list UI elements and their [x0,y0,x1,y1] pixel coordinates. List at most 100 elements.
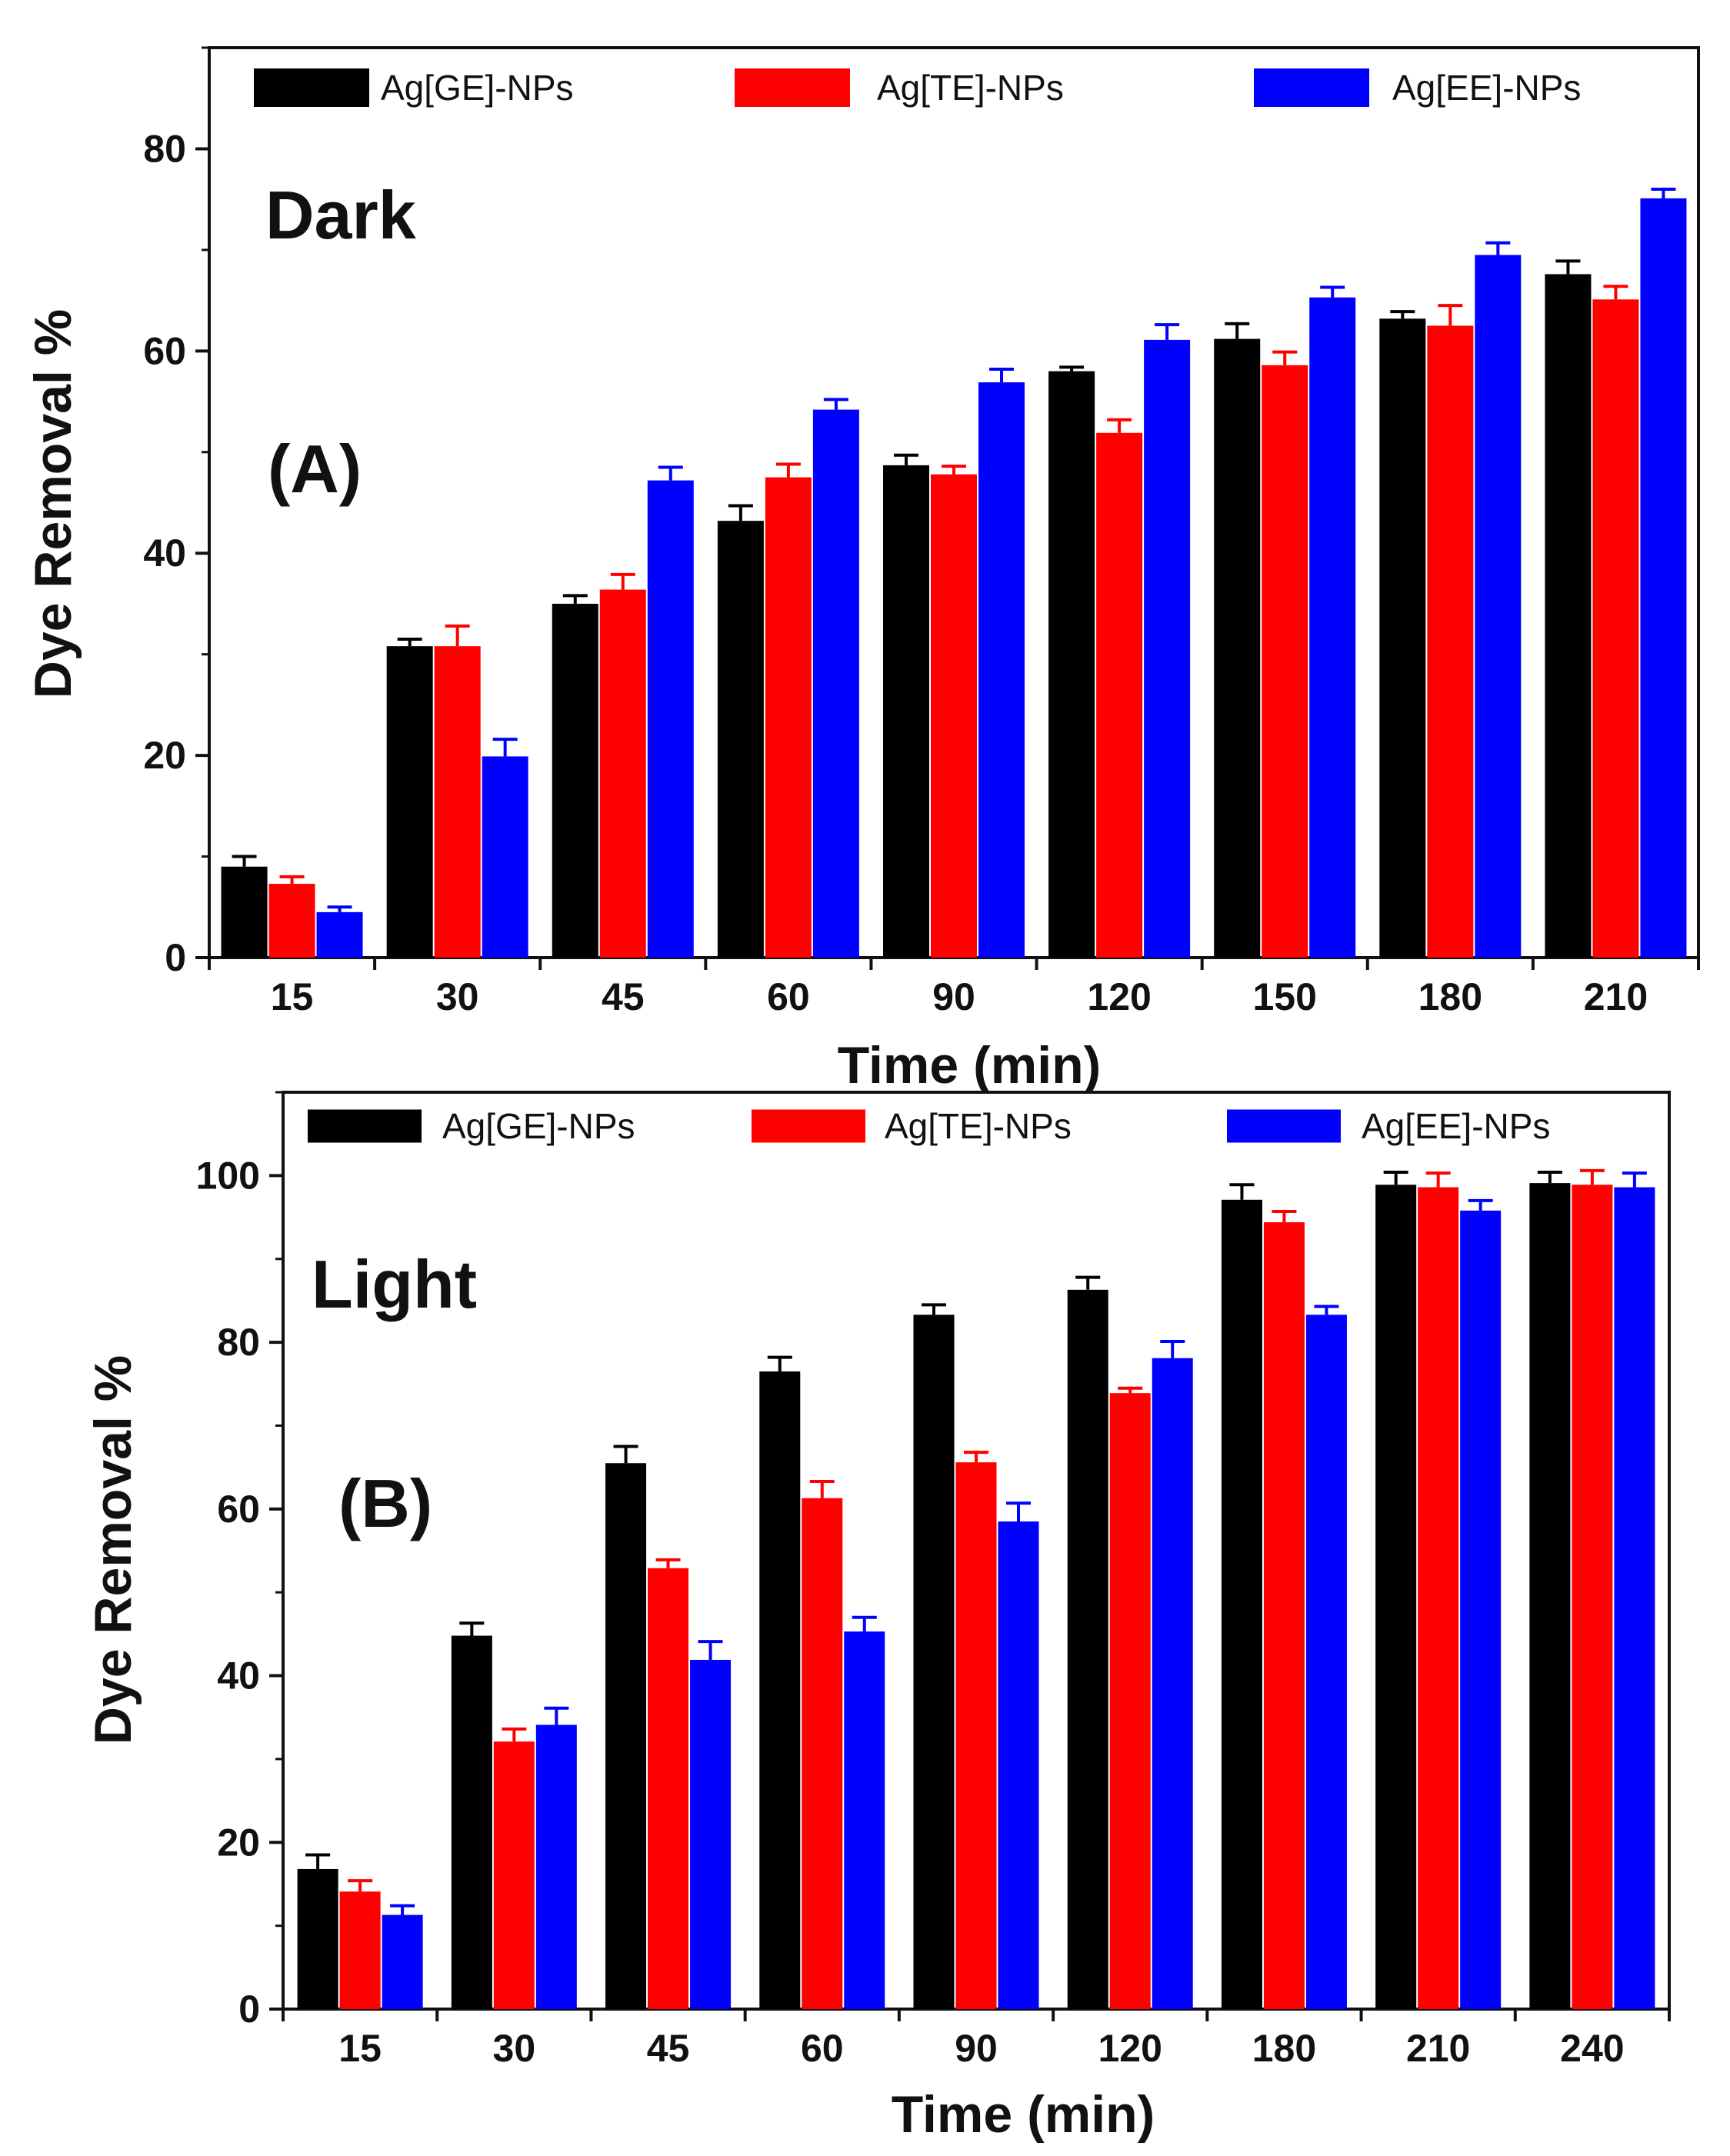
x-tick-label: 60 [801,2027,844,2070]
legend-label: Ag[EE]-NPs [1362,1106,1550,1146]
bar [802,1498,843,2009]
bar [955,1462,997,2009]
bar [605,1463,647,2009]
y-tick-label: 40 [217,1654,260,1698]
x-axis-title: Time (min) [838,1036,1102,1095]
y-axis-title: Dye Removal % [84,1355,142,1744]
y-tick-label: 0 [165,936,186,979]
y-tick-label: 0 [238,1988,260,2031]
bar [759,1371,801,2009]
bar [844,1631,885,2009]
bar [1418,1187,1459,2009]
bar [1375,1185,1417,2009]
bar [221,866,268,958]
legend-label: Ag[EE]-NPs [1392,68,1581,108]
x-tick-label: 240 [1560,2027,1624,2070]
y-tick-label: 100 [196,1154,260,1197]
condition-label: Light [312,1246,477,1322]
legend-swatch [1254,68,1369,107]
bar [1572,1185,1613,2009]
bar [1152,1358,1193,2009]
x-tick-label: 90 [932,975,975,1018]
bar [978,382,1025,958]
legend-label: Ag[TE]-NPs [877,68,1064,108]
panel-label: (B) [338,1465,432,1541]
legend-label: Ag[GE]-NPs [442,1106,635,1146]
x-tick-label: 180 [1418,975,1482,1018]
x-tick-label: 15 [271,975,314,1018]
x-tick-label: 45 [647,2027,690,2070]
bar [883,465,929,958]
bar [1221,1199,1262,2009]
bar [451,1635,492,2009]
x-tick-label: 30 [493,2027,536,2070]
y-tick-label: 80 [217,1321,260,1364]
x-tick-label: 210 [1406,2027,1470,2070]
x-tick-label: 90 [955,2027,998,2070]
bar [998,1521,1039,2009]
bar [1096,432,1143,958]
bar [913,1315,955,2009]
bar [599,589,646,958]
legend-label: Ag[GE]-NPs [381,68,574,108]
x-axis-title: Time (min) [892,2085,1155,2144]
legend-swatch [752,1109,865,1143]
bar [386,646,433,958]
bar [1309,297,1356,958]
x-tick-label: 120 [1098,2027,1162,2070]
bar [268,884,315,958]
y-tick-label: 20 [217,1821,260,1864]
bar [717,521,764,958]
bar [316,911,363,958]
bar [382,1914,423,2009]
bar [1379,318,1426,958]
bar [434,646,481,958]
bar [339,1891,381,2009]
y-tick-label: 60 [217,1488,260,1531]
y-tick-label: 20 [143,734,186,777]
legend-swatch [254,68,369,107]
bar [1214,338,1261,958]
bar [1305,1315,1347,2009]
bar [1427,325,1474,958]
bar [1263,1222,1305,2009]
condition-label: Dark [265,177,417,253]
bar [1614,1187,1655,2009]
bar [1262,365,1308,958]
bar [1048,371,1095,958]
y-tick-label: 80 [143,127,186,170]
bar [812,409,859,958]
bar [931,474,977,958]
bar [482,756,528,958]
x-tick-label: 180 [1252,2027,1316,2070]
x-tick-label: 120 [1087,975,1151,1018]
bar [535,1724,577,2009]
x-tick-label: 150 [1253,975,1317,1018]
bar [1475,255,1522,958]
x-tick-label: 210 [1584,975,1648,1018]
bar [493,1741,535,2009]
bar [552,603,598,958]
legend-swatch [308,1109,422,1143]
bar [647,480,694,958]
x-tick-label: 15 [338,2027,382,2070]
y-tick-label: 40 [143,532,186,575]
legend-label: Ag[TE]-NPs [885,1106,1072,1146]
legend-swatch [735,68,850,107]
panel-b-light-chart: 0 20 40 60 80 100 15 30 45 60 90 120 180 210 240 Ag[GE]… [84,1091,1671,2144]
y-axis-title: Dye Removal % [24,309,82,698]
bar [1529,1183,1571,2009]
bar [1460,1210,1502,2009]
bar [1640,198,1687,958]
panel-a-dark-chart: 0 20 40 60 80 15 30 45 60 90 120 150 180 210 Ag[GE]-NP… [24,46,1700,1095]
x-tick-label: 30 [436,975,479,1018]
y-tick-label: 60 [143,329,186,372]
legend-swatch [1227,1109,1341,1143]
bar [1545,274,1592,958]
bar [1592,299,1639,958]
x-tick-label: 45 [602,975,645,1018]
x-tick-label: 60 [767,975,810,1018]
bar [648,1568,689,2009]
bar [1067,1289,1108,2009]
